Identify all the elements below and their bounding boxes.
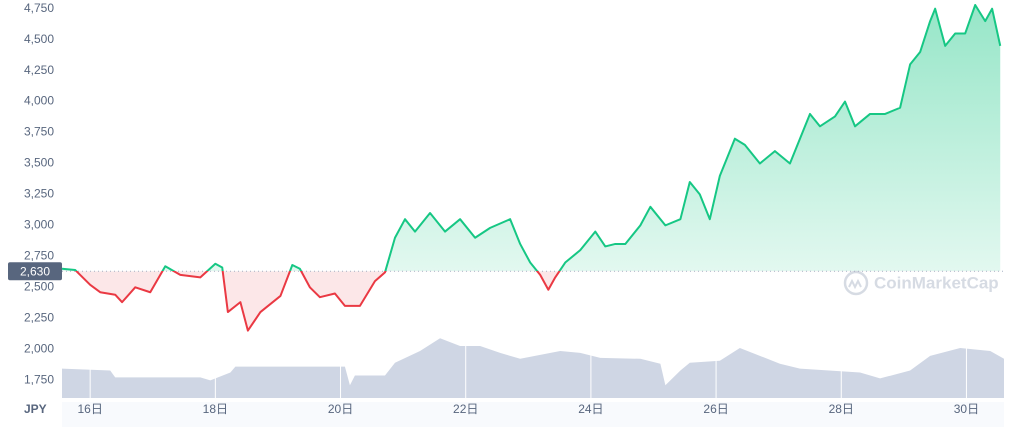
y-tick-label: 3,750 (24, 125, 54, 139)
y-tick-label: 4,500 (24, 32, 54, 46)
y-tick-label: 2,250 (24, 310, 54, 324)
y-tick-label: 1,750 (24, 372, 54, 386)
x-tick-label: 24日 (578, 402, 603, 416)
x-axis-band (62, 402, 1004, 427)
y-tick-label: 4,000 (24, 94, 54, 108)
y-tick-label: 3,250 (24, 187, 54, 201)
y-tick-label: 3,500 (24, 156, 54, 170)
baseline-label: 2,630 (20, 264, 50, 278)
y-tick-label: 3,000 (24, 218, 54, 232)
watermark-text: CoinMarketCap (874, 273, 999, 292)
x-tick-label: 18日 (203, 402, 228, 416)
x-tick-label: 30日 (954, 402, 979, 416)
watermark: CoinMarketCap (843, 270, 999, 296)
y-tick-label: 2,000 (24, 341, 54, 355)
y-tick-label: 4,250 (24, 63, 54, 77)
price-area-up (62, 5, 1001, 272)
x-tick-label: 16日 (77, 402, 102, 416)
x-tick-label: 26日 (703, 402, 728, 416)
x-tick-label: 22日 (453, 402, 478, 416)
price-line (61, 4, 1002, 332)
x-tick-label: 20日 (328, 402, 353, 416)
y-tick-label: 4,750 (24, 1, 54, 15)
baseline-badge (8, 262, 62, 281)
price-area-down (76, 271, 560, 331)
y-tick-label: 2,500 (24, 279, 54, 293)
volume-area (62, 338, 1004, 398)
x-tick-label: 28日 (829, 402, 854, 416)
currency-label: JPY (24, 402, 47, 416)
y-tick-label: 2,750 (24, 249, 54, 263)
